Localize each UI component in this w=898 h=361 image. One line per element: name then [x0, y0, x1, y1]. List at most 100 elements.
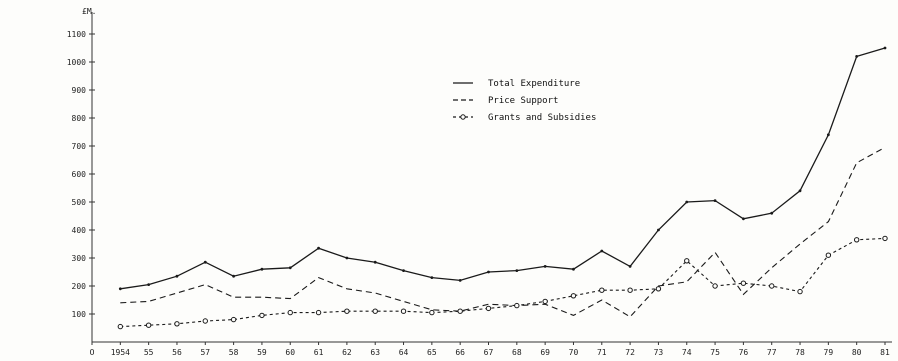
data-point — [770, 211, 774, 215]
x-tick-label: 70 — [569, 348, 579, 357]
data-point — [712, 283, 718, 289]
series-line-0 — [120, 47, 886, 290]
x-tick-label: 55 — [144, 348, 154, 357]
data-point — [400, 308, 407, 314]
data-point — [373, 260, 377, 264]
x-tick-label: 76 — [739, 348, 749, 357]
x-tick-label: 60 — [285, 348, 295, 357]
legend-marker — [460, 114, 466, 120]
data-point — [515, 269, 519, 272]
data-point — [542, 298, 548, 305]
x-tick-label: 75 — [710, 348, 720, 357]
x-tick-label: 58 — [229, 348, 239, 357]
data-point — [147, 283, 151, 286]
data-point — [260, 267, 264, 271]
x-tick-label: 77 — [767, 348, 777, 357]
series-line-1 — [120, 146, 886, 318]
data-point — [429, 309, 435, 316]
y-tick-label: 100 — [72, 310, 87, 319]
x-tick-label: 57 — [200, 348, 210, 357]
y-tick-label: 300 — [72, 254, 87, 263]
x-tick-label: 74 — [682, 348, 692, 357]
legend-label-2: Grants and Subsidies — [488, 113, 596, 123]
data-point — [685, 200, 689, 204]
x-tick-label: 66 — [455, 348, 465, 357]
x-tick-label: 65 — [427, 348, 437, 357]
x-tick-label: 68 — [512, 348, 522, 357]
y-tick-label: 700 — [72, 142, 87, 151]
data-point — [118, 287, 122, 291]
data-point — [232, 274, 236, 278]
data-point — [882, 235, 888, 242]
data-point — [514, 302, 520, 309]
x-tick-label: 61 — [314, 348, 324, 357]
data-point — [741, 217, 745, 221]
y-tick-label: 1100 — [67, 30, 86, 39]
data-point — [345, 256, 349, 260]
data-point — [657, 228, 660, 232]
y-tick-label: 500 — [72, 198, 87, 207]
data-point — [769, 283, 775, 289]
series-line-2 — [120, 237, 886, 328]
data-point — [458, 279, 462, 282]
y-tick-label: 1000 — [67, 58, 86, 67]
data-point — [487, 270, 490, 274]
data-point — [259, 312, 265, 319]
data-point — [344, 308, 350, 314]
x-tick-label: 80 — [852, 348, 862, 357]
data-point — [798, 189, 802, 193]
x-tick-label: 59 — [257, 348, 267, 357]
y-tick-label: 900 — [72, 86, 87, 95]
x-tick-label: 73 — [654, 348, 664, 357]
data-point — [740, 280, 747, 286]
legend-label-1: Price Support — [488, 96, 558, 106]
data-point — [145, 322, 152, 328]
x-tick-label: 72 — [625, 348, 635, 357]
data-point — [485, 305, 492, 312]
data-point — [599, 287, 605, 293]
x-tick-label: O — [90, 348, 95, 357]
data-point — [826, 133, 830, 137]
x-tick-label: 81 — [880, 348, 890, 357]
data-point — [797, 288, 803, 295]
x-tick-label: 62 — [342, 348, 352, 357]
y-tick-label: 600 — [72, 170, 87, 179]
data-point — [655, 286, 662, 292]
data-point — [713, 199, 717, 203]
data-point — [372, 308, 378, 314]
data-point — [202, 318, 208, 324]
data-point — [457, 308, 463, 314]
data-point — [572, 267, 575, 271]
x-tick-label: 63 — [370, 348, 380, 357]
data-point — [430, 276, 434, 279]
data-point — [117, 323, 124, 330]
data-point — [543, 265, 547, 268]
data-point — [317, 246, 320, 250]
data-point — [402, 269, 405, 272]
data-point — [287, 309, 293, 316]
data-point — [315, 309, 322, 316]
data-point — [203, 260, 207, 264]
data-point — [230, 316, 237, 323]
data-point — [627, 287, 633, 293]
x-tick-label: 67 — [484, 348, 494, 357]
legend: Total Expenditure Price Support Grants and… — [453, 79, 596, 123]
x-tick-label: 64 — [399, 348, 409, 357]
data-point — [855, 55, 859, 58]
data-point — [174, 321, 180, 327]
x-tick-label: 79 — [824, 348, 834, 357]
data-point — [628, 265, 632, 268]
y-tick-label: 200 — [72, 282, 87, 291]
y-tick-label: 400 — [72, 226, 87, 235]
series-layer — [117, 46, 888, 330]
data-point — [288, 266, 292, 270]
legend-label-0: Total Expenditure — [488, 79, 580, 89]
x-tick-label: 78 — [795, 348, 805, 357]
data-point — [175, 274, 179, 278]
data-point — [600, 249, 604, 253]
x-tick-label: 69 — [540, 348, 550, 357]
x-tick-label: 1954 — [111, 348, 130, 357]
data-point — [570, 293, 577, 299]
